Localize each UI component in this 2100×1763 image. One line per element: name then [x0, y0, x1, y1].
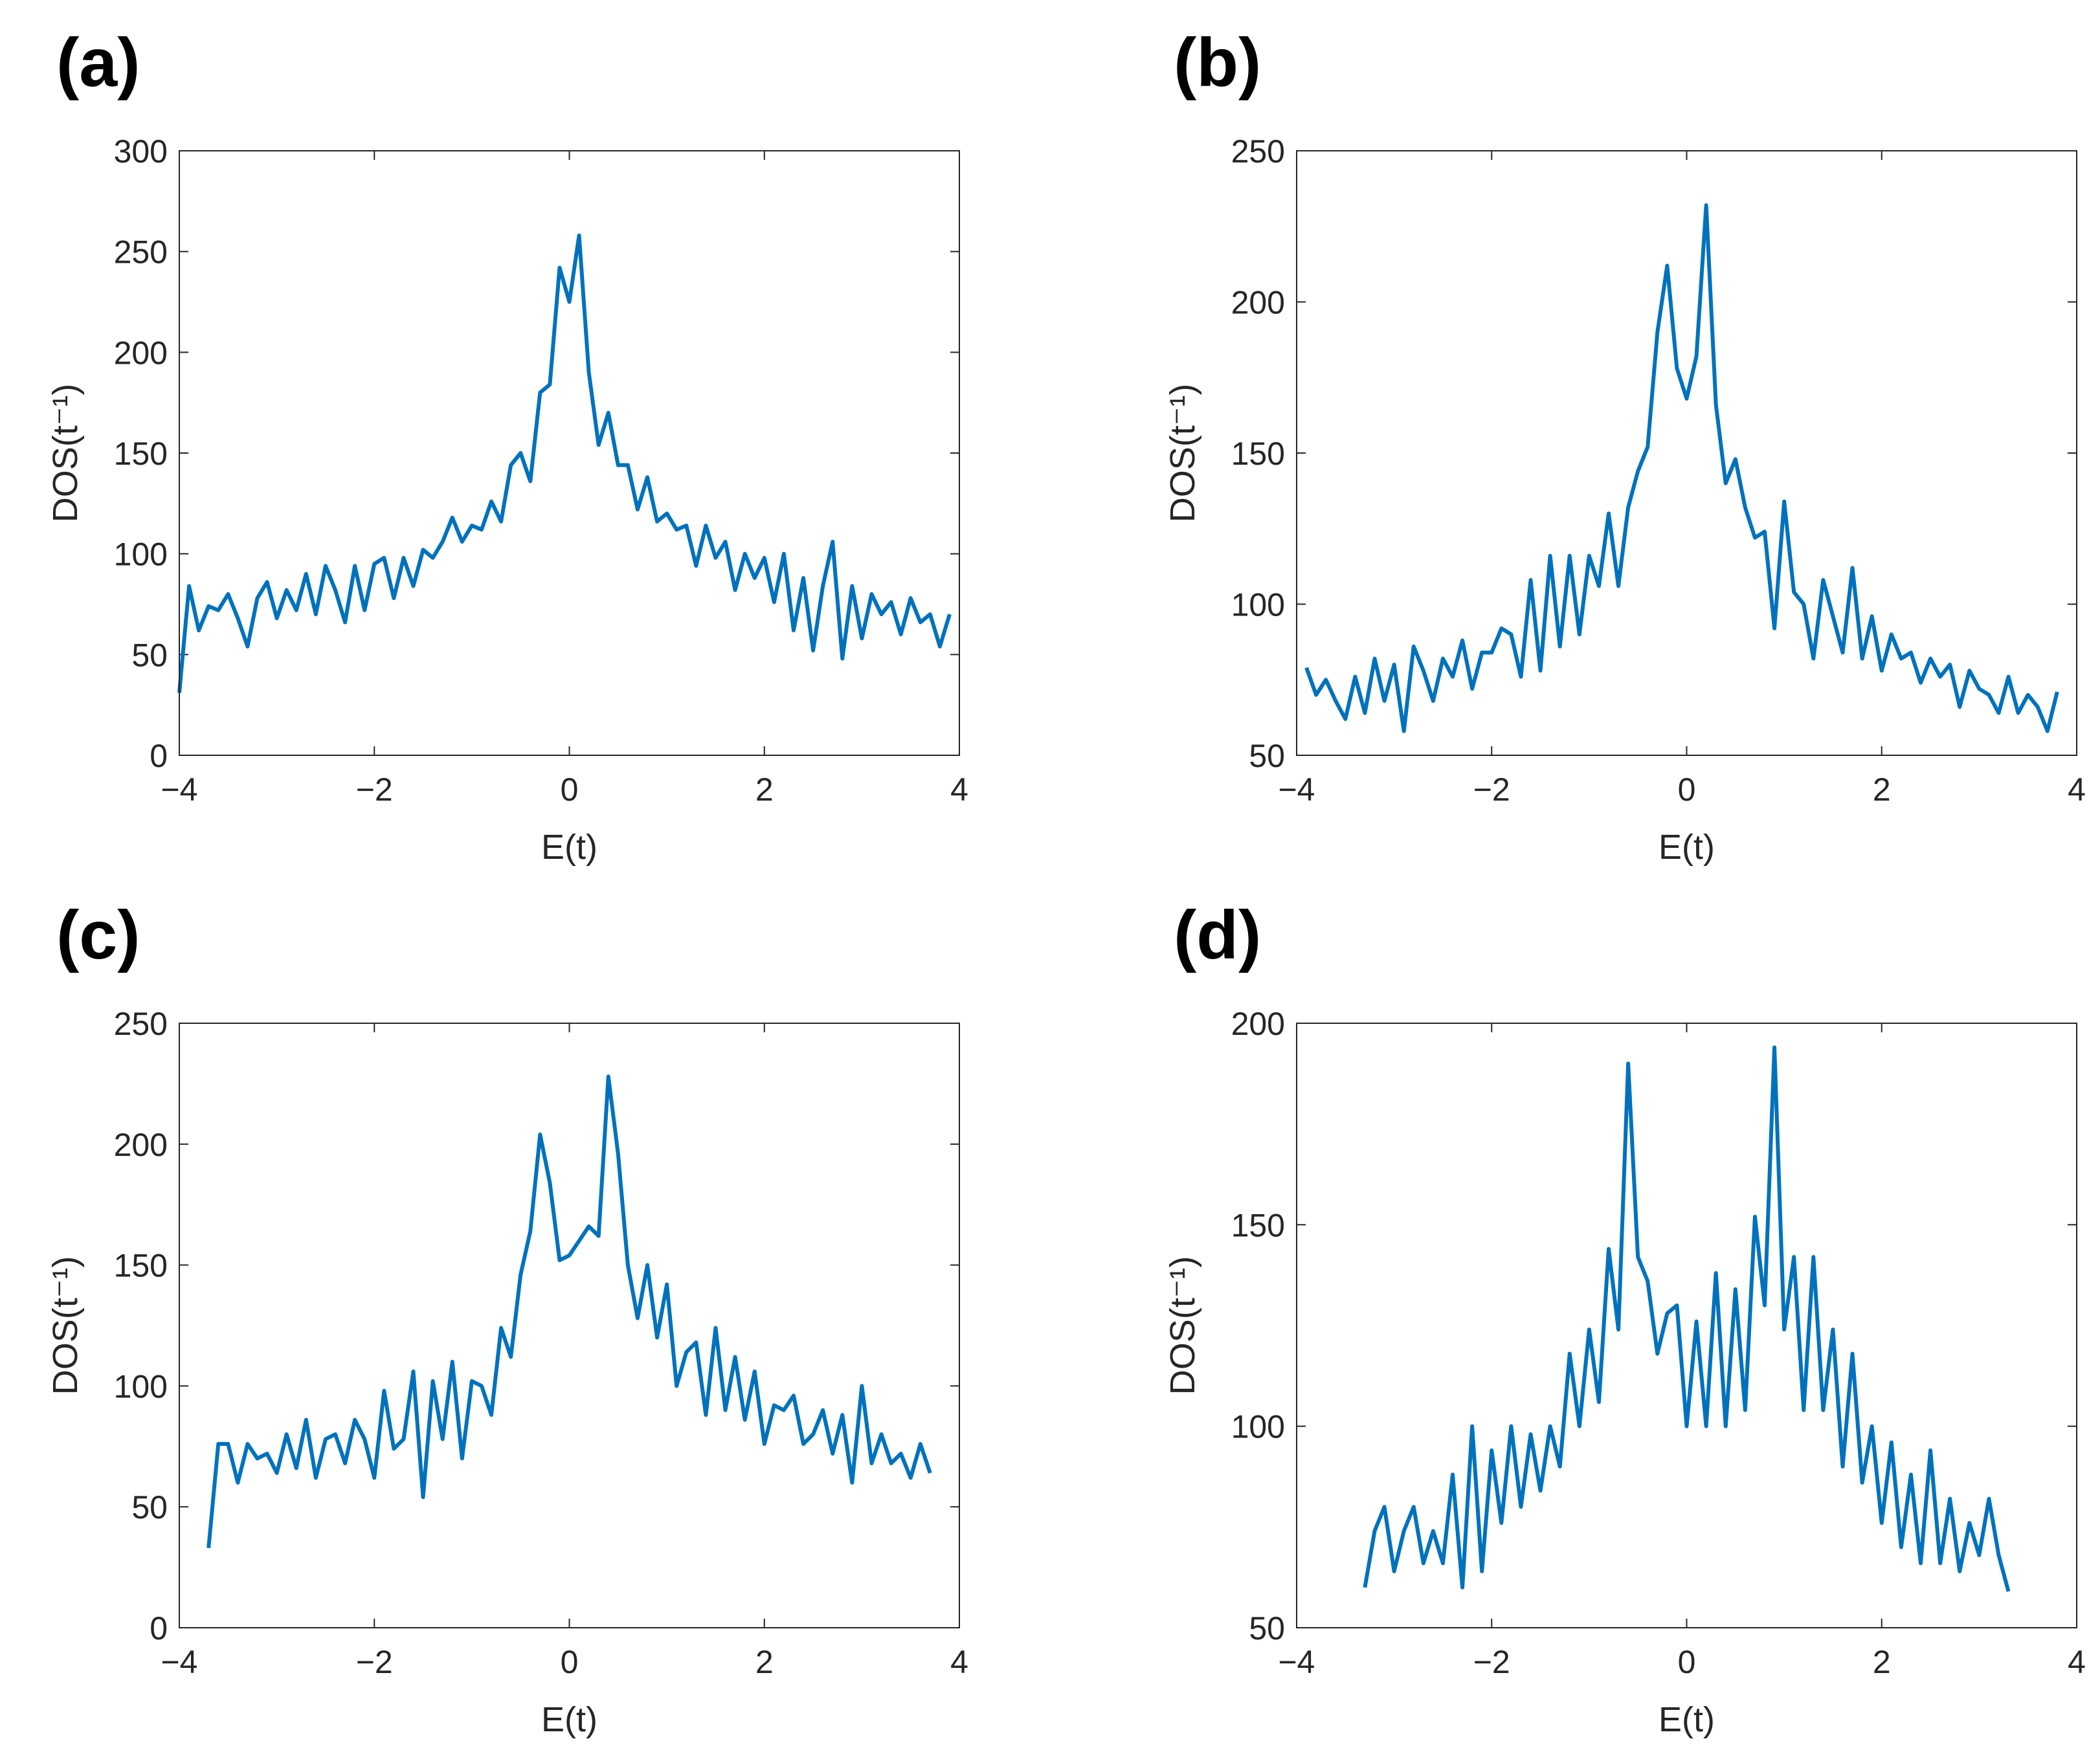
- x-tick-label: −4: [161, 771, 197, 808]
- y-tick-label: 0: [150, 1610, 168, 1647]
- x-tick-label: 2: [755, 1644, 774, 1680]
- data-line: [207, 1074, 932, 1548]
- panel-label: (b): [1174, 25, 1261, 101]
- x-tick-label: −2: [1473, 1644, 1510, 1680]
- x-axis-label: E(t): [1659, 828, 1715, 867]
- y-axis-label: DOS(t⁻¹): [1163, 1256, 1202, 1395]
- plot-area: [179, 151, 959, 755]
- y-tick-label: 250: [1231, 133, 1285, 170]
- y-tick-label: 150: [114, 436, 168, 472]
- y-tick-label: 50: [131, 1489, 168, 1525]
- y-tick-label: 200: [1231, 285, 1285, 321]
- y-tick-label: 200: [114, 335, 168, 371]
- plot-area: [1297, 1023, 2077, 1628]
- x-tick-label: 0: [1678, 1644, 1696, 1680]
- y-tick-label: 150: [1231, 1207, 1285, 1243]
- y-tick-label: 50: [1249, 1610, 1285, 1647]
- x-axis-label: E(t): [541, 1700, 598, 1739]
- data-line: [177, 233, 952, 693]
- y-tick-label: 100: [114, 537, 168, 573]
- y-tick-label: 200: [1231, 1006, 1285, 1042]
- x-tick-label: −4: [1278, 771, 1315, 808]
- subplot: −4 −2 0 2 4 50 100 150 200 250 E(t) DOS(t⁻¹) (b): [1163, 25, 2086, 867]
- y-tick-label: 250: [114, 1006, 168, 1042]
- y-tick-label: 200: [114, 1127, 168, 1163]
- x-tick-label: −2: [356, 1644, 393, 1680]
- x-tick-label: 2: [755, 771, 774, 808]
- subplot: −4 −2 0 2 4 50 100 150 200 E(t) DOS(t⁻¹) (d): [1163, 897, 2086, 1739]
- x-tick-label: −4: [161, 1644, 197, 1680]
- y-axis-label: DOS(t⁻¹): [46, 384, 85, 522]
- x-tick-label: 0: [561, 771, 579, 808]
- x-tick-label: −2: [356, 771, 393, 808]
- panel-label: (a): [56, 25, 140, 101]
- plot-area: [1297, 151, 2077, 755]
- x-tick-label: 0: [1678, 771, 1696, 808]
- y-tick-label: 300: [114, 133, 168, 170]
- x-tick-label: 0: [561, 1644, 579, 1680]
- x-axis-label: E(t): [1659, 1700, 1715, 1739]
- x-tick-label: 4: [950, 771, 968, 808]
- subplot: −4 −2 0 2 4 0 50 100 150 200 250 300 E(t) DOS(t⁻¹) (a): [46, 25, 968, 867]
- y-tick-label: 50: [1249, 738, 1285, 774]
- x-tick-label: 2: [1873, 1644, 1891, 1680]
- y-tick-label: 50: [131, 637, 168, 673]
- x-tick-label: −2: [1473, 771, 1510, 808]
- y-tick-label: 150: [1231, 436, 1285, 472]
- x-tick-label: 4: [2068, 771, 2086, 808]
- plot-area: [179, 1023, 959, 1628]
- x-tick-label: 2: [1873, 771, 1891, 808]
- y-tick-label: 150: [114, 1248, 168, 1284]
- x-tick-label: −4: [1278, 1644, 1315, 1680]
- y-axis-label: DOS(t⁻¹): [1163, 384, 1202, 522]
- axes-frame: [179, 1023, 960, 1628]
- y-tick-label: 100: [1231, 587, 1285, 623]
- panel-label: (d): [1174, 897, 1261, 973]
- x-axis-label: E(t): [541, 828, 598, 867]
- x-tick-label: 4: [950, 1644, 968, 1680]
- data-line: [1304, 203, 2059, 733]
- subplot: −4 −2 0 2 4 0 50 100 150 200 250 E(t) DOS(t⁻¹) (c): [46, 897, 968, 1739]
- y-axis-label: DOS(t⁻¹): [46, 1256, 85, 1395]
- data-line: [1363, 1045, 2011, 1592]
- y-tick-label: 100: [1231, 1409, 1285, 1445]
- x-tick-label: 4: [2068, 1644, 2086, 1680]
- panel-label: (c): [56, 897, 140, 973]
- axes-frame: [179, 150, 960, 756]
- y-tick-label: 100: [114, 1368, 168, 1404]
- y-tick-label: 250: [114, 234, 168, 271]
- axes-frame: [1296, 1023, 2077, 1628]
- axes-frame: [1296, 150, 2077, 756]
- y-tick-label: 0: [150, 738, 168, 774]
